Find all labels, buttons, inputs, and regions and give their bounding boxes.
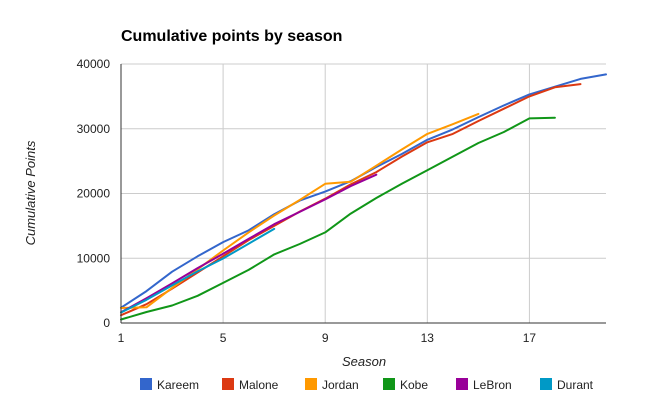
y-tick-label: 0: [103, 316, 110, 330]
x-tick-label: 1: [118, 331, 125, 345]
series-line-durant: [120, 227, 276, 314]
legend-label: LeBron: [473, 378, 512, 392]
grid-lines: [121, 63, 606, 323]
legend-swatch: [140, 378, 152, 390]
legend-label: Kobe: [400, 378, 428, 392]
series-lines: [120, 73, 607, 321]
x-tick-label: 13: [421, 331, 435, 345]
x-tick-label: 17: [523, 331, 537, 345]
y-tick-label: 20000: [77, 187, 111, 201]
axes: 0 10000 20000 30000 40000 1 5 9 13 17: [77, 57, 606, 345]
y-tick-label: 30000: [77, 122, 111, 136]
y-axis-title: Cumulative Points: [23, 140, 38, 245]
y-tick-label: 40000: [77, 57, 111, 71]
legend-swatch: [456, 378, 468, 390]
legend-item-jordan: Jordan: [305, 378, 359, 392]
legend-item-durant: Durant: [540, 378, 594, 392]
legend-item-kobe: Kobe: [383, 378, 428, 392]
x-tick-label: 5: [220, 331, 227, 345]
legend-label: Durant: [557, 378, 594, 392]
legend-label: Malone: [239, 378, 279, 392]
chart-title: Cumulative points by season: [121, 28, 342, 45]
legend: Kareem Malone Jordan Kobe LeBron Durant: [140, 378, 594, 392]
legend-item-kareem: Kareem: [140, 378, 199, 392]
legend-item-malone: Malone: [222, 378, 279, 392]
legend-swatch: [383, 378, 395, 390]
series-line-lebron: [120, 173, 378, 314]
x-axis-title: Season: [342, 354, 386, 369]
series-line-malone: [120, 83, 582, 317]
legend-label: Jordan: [322, 378, 359, 392]
x-tick-label: 9: [322, 331, 329, 345]
legend-swatch: [222, 378, 234, 390]
legend-swatch: [540, 378, 552, 390]
series-line-kobe: [120, 116, 556, 321]
y-tick-label: 10000: [77, 251, 111, 265]
legend-swatch: [305, 378, 317, 390]
legend-item-lebron: LeBron: [456, 378, 512, 392]
legend-label: Kareem: [157, 378, 199, 392]
